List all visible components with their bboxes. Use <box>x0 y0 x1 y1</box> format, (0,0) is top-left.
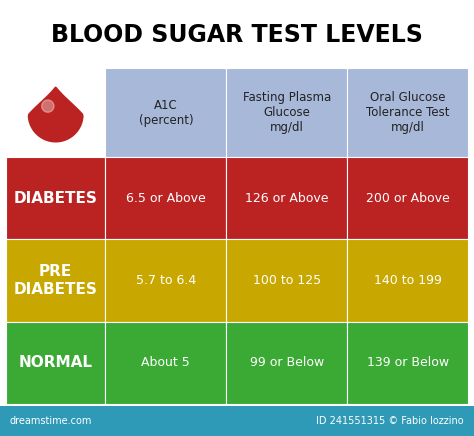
Text: ID 241551315 © Fabio Iozzino: ID 241551315 © Fabio Iozzino <box>316 416 464 426</box>
Bar <box>347 322 468 404</box>
Text: 140 to 199: 140 to 199 <box>374 274 442 287</box>
Bar <box>105 68 227 157</box>
Bar <box>105 157 227 239</box>
Bar <box>347 157 468 239</box>
Bar <box>6 239 105 322</box>
Text: 100 to 125: 100 to 125 <box>253 274 321 287</box>
Bar <box>227 239 347 322</box>
Bar <box>105 322 227 404</box>
Text: dreamstime.com: dreamstime.com <box>10 416 92 426</box>
Text: 99 or Below: 99 or Below <box>250 356 324 369</box>
Text: A1C
(percent): A1C (percent) <box>138 99 193 126</box>
Text: 5.7 to 6.4: 5.7 to 6.4 <box>136 274 196 287</box>
Text: Fasting Plasma
Glucose
mg/dl: Fasting Plasma Glucose mg/dl <box>243 91 331 134</box>
Bar <box>105 239 227 322</box>
Bar <box>227 68 347 157</box>
Text: 200 or Above: 200 or Above <box>366 192 449 204</box>
PathPatch shape <box>27 86 83 143</box>
Bar <box>6 157 105 239</box>
Circle shape <box>42 100 54 112</box>
Text: BLOOD SUGAR TEST LEVELS: BLOOD SUGAR TEST LEVELS <box>51 23 423 47</box>
Bar <box>347 68 468 157</box>
Bar <box>0 406 474 436</box>
Bar <box>347 239 468 322</box>
Text: 139 or Below: 139 or Below <box>367 356 449 369</box>
Text: About 5: About 5 <box>141 356 190 369</box>
Text: NORMAL: NORMAL <box>18 355 92 370</box>
Text: 6.5 or Above: 6.5 or Above <box>126 192 206 204</box>
Text: 126 or Above: 126 or Above <box>245 192 328 204</box>
Bar <box>6 322 105 404</box>
Bar <box>227 157 347 239</box>
Text: PRE
DIABETES: PRE DIABETES <box>14 264 98 297</box>
Text: DIABETES: DIABETES <box>14 191 98 206</box>
Text: Oral Glucose
Tolerance Test
mg/dl: Oral Glucose Tolerance Test mg/dl <box>366 91 449 134</box>
Bar <box>6 68 105 157</box>
Bar <box>227 322 347 404</box>
